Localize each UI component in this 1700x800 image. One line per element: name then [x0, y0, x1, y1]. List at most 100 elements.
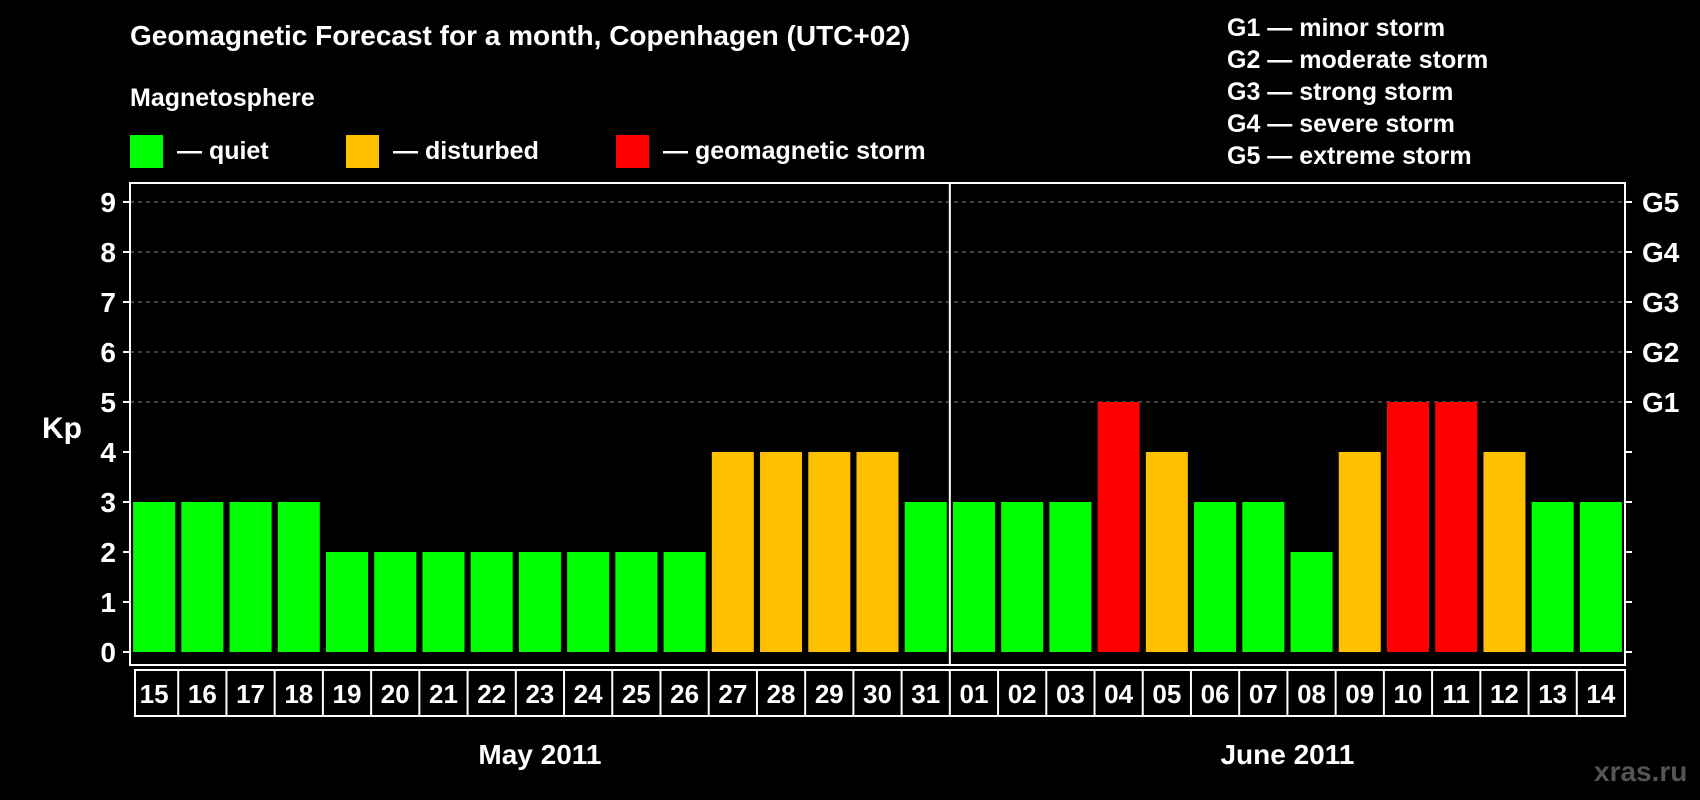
x-tick-label: 05: [1152, 679, 1181, 709]
x-tick-label: 28: [767, 679, 796, 709]
bar-day-25: [615, 552, 658, 652]
x-tick-label: 14: [1586, 679, 1615, 709]
month-label: May 2011: [478, 739, 601, 770]
y-tick-label: 4: [100, 437, 116, 468]
g-scale-label: G4: [1642, 237, 1680, 268]
y-tick-label: 2: [100, 537, 116, 568]
bar-day-02: [1001, 502, 1044, 652]
watermark: xras.ru: [1594, 756, 1688, 787]
month-label: June 2011: [1220, 739, 1354, 770]
bar-day-09: [1338, 452, 1381, 652]
storm-scale-g4: G4 — severe storm: [1227, 110, 1455, 138]
x-tick-label: 27: [718, 679, 747, 709]
bar-day-05: [1145, 452, 1188, 652]
x-tick-label: 31: [911, 679, 940, 709]
storm-scale-g1: G1 — minor storm: [1227, 14, 1446, 42]
x-tick-label: 10: [1394, 679, 1423, 709]
storm-scale-legend: G1 — minor storm G2 — moderate storm G3 …: [1227, 12, 1488, 172]
y-axis-label: Kp: [42, 412, 82, 445]
bar-day-27: [711, 452, 754, 652]
bar-day-06: [1194, 502, 1237, 652]
legend-quiet-label: — quiet: [177, 136, 269, 165]
bar-day-08: [1290, 552, 1333, 652]
bar-day-01: [952, 502, 995, 652]
bar-day-29: [808, 452, 851, 652]
legend-storm-swatch: [616, 134, 649, 168]
x-tick-label: 22: [477, 679, 506, 709]
bar-day-04: [1097, 402, 1140, 652]
legend-storm: — geomagnetic storm: [616, 134, 926, 168]
g-scale-label: G1: [1642, 387, 1679, 418]
storm-scale-g3: G3 — strong storm: [1227, 78, 1454, 106]
bar-day-31: [904, 502, 947, 652]
x-tick-label: 25: [622, 679, 651, 709]
bar-day-24: [567, 552, 610, 652]
bar-day-22: [470, 552, 513, 652]
x-tick-label: 15: [140, 679, 169, 709]
x-tick-label: 03: [1056, 679, 1085, 709]
bar-day-12: [1483, 452, 1526, 652]
bar-day-07: [1242, 502, 1285, 652]
x-tick-label: 18: [284, 679, 313, 709]
x-tick-label: 08: [1297, 679, 1326, 709]
legend-disturbed: — disturbed: [346, 134, 539, 168]
y-tick-label: 6: [100, 337, 116, 368]
x-tick-label: 20: [381, 679, 410, 709]
x-tick-label: 02: [1008, 679, 1037, 709]
x-tick-label: 07: [1249, 679, 1278, 709]
x-tick-label: 29: [815, 679, 844, 709]
x-tick-label: 21: [429, 679, 458, 709]
legend-title: Magnetosphere: [130, 84, 315, 112]
bar-day-11: [1435, 402, 1478, 652]
legend-disturbed-label: — disturbed: [393, 136, 539, 165]
x-tick-label: 04: [1104, 679, 1133, 709]
bar-day-16: [181, 502, 224, 652]
bar-day-17: [229, 502, 272, 652]
legend-storm-label: — geomagnetic storm: [663, 136, 926, 165]
g-scale-label: G3: [1642, 287, 1679, 318]
x-tick-label: 30: [863, 679, 892, 709]
x-tick-label: 19: [333, 679, 362, 709]
y-tick-label: 8: [100, 237, 116, 268]
y-tick-label: 1: [100, 587, 116, 618]
x-tick-label: 01: [959, 679, 988, 709]
x-tick-label: 09: [1345, 679, 1374, 709]
bar-day-19: [326, 552, 369, 652]
y-tick-label: 3: [100, 487, 116, 518]
y-tick-label: 5: [100, 387, 116, 418]
x-tick-label: 12: [1490, 679, 1519, 709]
g-scale-label: G2: [1642, 337, 1679, 368]
legend-quiet: — quiet: [130, 134, 269, 168]
storm-scale-g5: G5 — extreme storm: [1227, 142, 1472, 170]
x-tick-label: 13: [1538, 679, 1567, 709]
x-tick-label: 11: [1442, 679, 1470, 709]
bar-day-03: [1049, 502, 1092, 652]
g-scale-label: G5: [1642, 187, 1679, 218]
bar-day-13: [1531, 502, 1574, 652]
y-tick-label: 0: [100, 637, 116, 668]
bar-day-10: [1386, 402, 1429, 652]
legend-disturbed-swatch: [346, 134, 379, 168]
x-tick-label: 17: [236, 679, 265, 709]
bar-day-30: [856, 452, 899, 652]
storm-scale-g2: G2 — moderate storm: [1227, 46, 1489, 74]
x-tick-label: 24: [574, 679, 603, 709]
bar-day-21: [422, 552, 465, 652]
bar-day-28: [760, 452, 803, 652]
bar-day-18: [277, 502, 320, 652]
plot-frame: [129, 182, 1626, 666]
y-tick-label: 9: [100, 187, 116, 218]
x-tick-label: 23: [525, 679, 554, 709]
bar-day-26: [663, 552, 706, 652]
x-tick-label: 06: [1201, 679, 1230, 709]
bar-day-23: [518, 552, 561, 652]
date-row-frame: [134, 669, 1626, 717]
chart-title: Geomagnetic Forecast for a month, Copenh…: [130, 20, 911, 51]
bar-day-15: [133, 502, 176, 652]
bar-day-20: [374, 552, 417, 652]
y-tick-label: 7: [100, 287, 116, 318]
bar-day-14: [1579, 502, 1622, 652]
x-tick-label: 26: [670, 679, 699, 709]
legend-quiet-swatch: [130, 134, 163, 168]
